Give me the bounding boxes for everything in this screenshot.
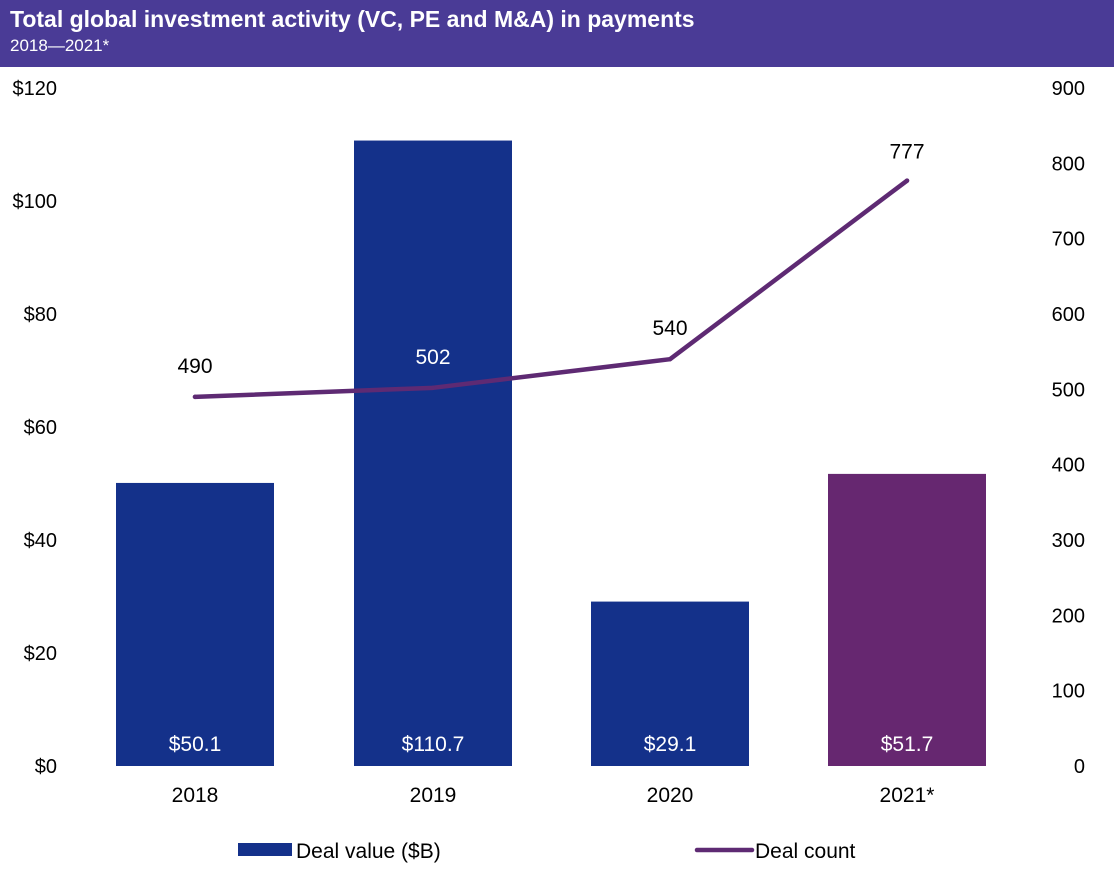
deal-count-label: 777 <box>889 141 924 164</box>
chart-header: Total global investment activity (VC, PE… <box>0 0 1114 67</box>
right-axis-tick-label: 0 <box>1074 756 1085 778</box>
legend-label-deal-value: Deal value ($B) <box>296 840 441 863</box>
right-axis-tick-label: 400 <box>1052 455 1085 477</box>
bar-value-label: $50.1 <box>169 733 222 756</box>
x-axis-category-label: 2020 <box>647 784 694 807</box>
chart-title: Total global investment activity (VC, PE… <box>10 6 695 32</box>
right-axis-tick-label: 500 <box>1052 379 1085 401</box>
bar-2020 <box>591 601 749 766</box>
right-axis-tick-label: 600 <box>1052 304 1085 326</box>
right-axis-tick-label: 700 <box>1052 229 1085 251</box>
x-axis-category-label: 2019 <box>410 784 457 807</box>
chart-subtitle: 2018—2021* <box>10 36 110 55</box>
deal-count-label: 540 <box>652 317 687 340</box>
left-axis-tick-label: $120 <box>13 78 58 100</box>
left-axis-tick-label: $80 <box>24 304 57 326</box>
deal-count-label: 502 <box>415 346 450 369</box>
deal-count-point <box>430 385 436 391</box>
right-axis-tick-label: 800 <box>1052 153 1085 175</box>
deal-count-point <box>904 178 910 183</box>
bar-2018 <box>116 482 274 766</box>
bar-2019 <box>354 140 512 767</box>
right-axis-tick-label: 200 <box>1052 605 1085 627</box>
x-axis-category-label: 2018 <box>172 784 219 807</box>
legend-swatch-deal-value <box>238 843 292 856</box>
bar-value-label: $51.7 <box>881 733 934 756</box>
deal-count-point <box>667 357 673 362</box>
left-axis-tick-label: $60 <box>24 417 57 439</box>
x-axis-category-label: 2021* <box>880 784 935 807</box>
right-axis-tick-label: 900 <box>1052 78 1085 100</box>
left-axis-tick-label: $20 <box>24 643 57 665</box>
bar-value-label: $29.1 <box>644 733 697 756</box>
deal-count-label: 490 <box>177 355 212 378</box>
legend-label-deal-count: Deal count <box>755 840 856 863</box>
left-axis-tick-label: $40 <box>24 530 57 552</box>
deal-count-point <box>192 394 198 400</box>
bar-value-label: $110.7 <box>402 733 465 756</box>
deal-count-line <box>192 178 910 400</box>
left-axis-tick-label: $100 <box>13 191 58 213</box>
left-axis-tick-label: $0 <box>35 756 57 778</box>
right-axis-tick-label: 300 <box>1052 530 1085 552</box>
right-axis-tick-label: 100 <box>1052 681 1085 703</box>
bar-2021 <box>828 473 986 766</box>
